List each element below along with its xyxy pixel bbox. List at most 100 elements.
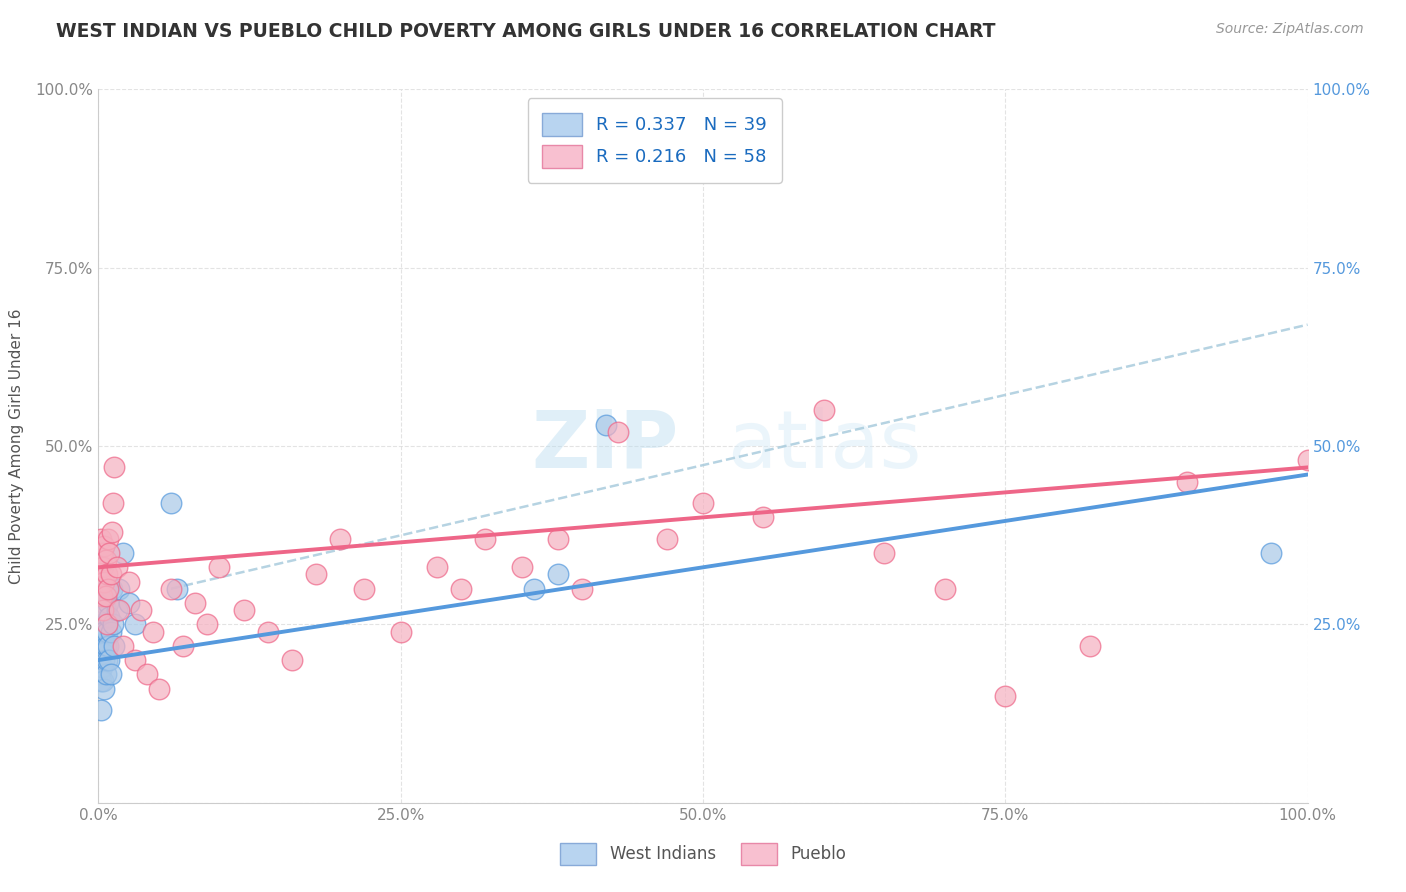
Point [195,617,218,632]
Point [101,496,124,510]
Point [184,596,207,610]
Point [256,624,278,639]
Point [101,617,124,632]
Point [91,589,114,603]
Point [96,624,118,639]
Point [232,603,254,617]
Point [94,589,117,603]
Point [89,560,111,574]
Point [89,667,111,681]
Point [98,653,121,667]
Text: Source: ZipAtlas.com: Source: ZipAtlas.com [1216,22,1364,37]
Point [97,596,120,610]
Point [94,639,117,653]
Point [91,674,114,689]
Point [90,703,112,717]
Point [90,532,112,546]
Point [103,639,125,653]
Point [91,639,114,653]
Point [93,574,115,589]
Point [118,596,141,610]
Point [93,596,115,610]
Point [571,582,593,596]
Point [752,510,775,524]
Text: ZIP: ZIP [531,407,679,485]
Point [172,639,194,653]
Point [100,567,122,582]
Point [91,624,114,639]
Point [96,617,118,632]
Point [160,582,183,596]
Point [93,653,115,667]
Point [142,624,165,639]
Point [994,689,1017,703]
Point [595,417,617,432]
Point [426,560,449,574]
Point [873,546,896,560]
Point [96,582,118,596]
Point [93,539,115,553]
Point [108,603,131,617]
Point [1260,546,1282,560]
Point [474,532,496,546]
Point [91,546,114,560]
Point [135,667,157,681]
Point [1078,639,1101,653]
Point [523,582,546,596]
Point [692,496,714,510]
Point [90,574,112,589]
Point [329,532,352,546]
Point [91,646,114,660]
Point [305,567,328,582]
Point [160,496,183,510]
Point [607,425,630,439]
Point [1175,475,1198,489]
Point [96,653,118,667]
Point [118,574,141,589]
Y-axis label: Child Poverty Among Girls Under 16: Child Poverty Among Girls Under 16 [10,309,24,583]
Point [98,610,121,624]
Point [1296,453,1319,467]
Point [100,582,122,596]
Point [105,560,128,574]
Point [94,667,117,681]
Point [148,681,170,696]
Point [94,553,117,567]
Point [208,560,231,574]
Point [100,524,122,539]
Point [97,582,120,596]
Point [281,653,304,667]
Legend: West Indians, Pueblo: West Indians, Pueblo [551,835,855,873]
Point [91,560,114,574]
Point [934,582,956,596]
Point [111,546,134,560]
Point [91,660,114,674]
Point [93,681,115,696]
Point [124,617,146,632]
Point [105,603,128,617]
Point [108,582,131,596]
Point [655,532,678,546]
Point [547,532,569,546]
Point [91,603,114,617]
Text: atlas: atlas [727,407,921,485]
Point [100,624,122,639]
Point [98,546,121,560]
Text: WEST INDIAN VS PUEBLO CHILD POVERTY AMONG GIRLS UNDER 16 CORRELATION CHART: WEST INDIAN VS PUEBLO CHILD POVERTY AMON… [56,22,995,41]
Point [450,582,472,596]
Point [96,567,118,582]
Point [97,639,120,653]
Point [90,674,112,689]
Point [94,603,117,617]
Point [97,532,120,546]
Point [813,403,835,417]
Point [124,653,146,667]
Point [510,560,533,574]
Point [91,617,114,632]
Point [547,567,569,582]
Point [166,582,188,596]
Point [103,460,125,475]
Point [111,639,134,653]
Point [100,667,122,681]
Point [389,624,412,639]
